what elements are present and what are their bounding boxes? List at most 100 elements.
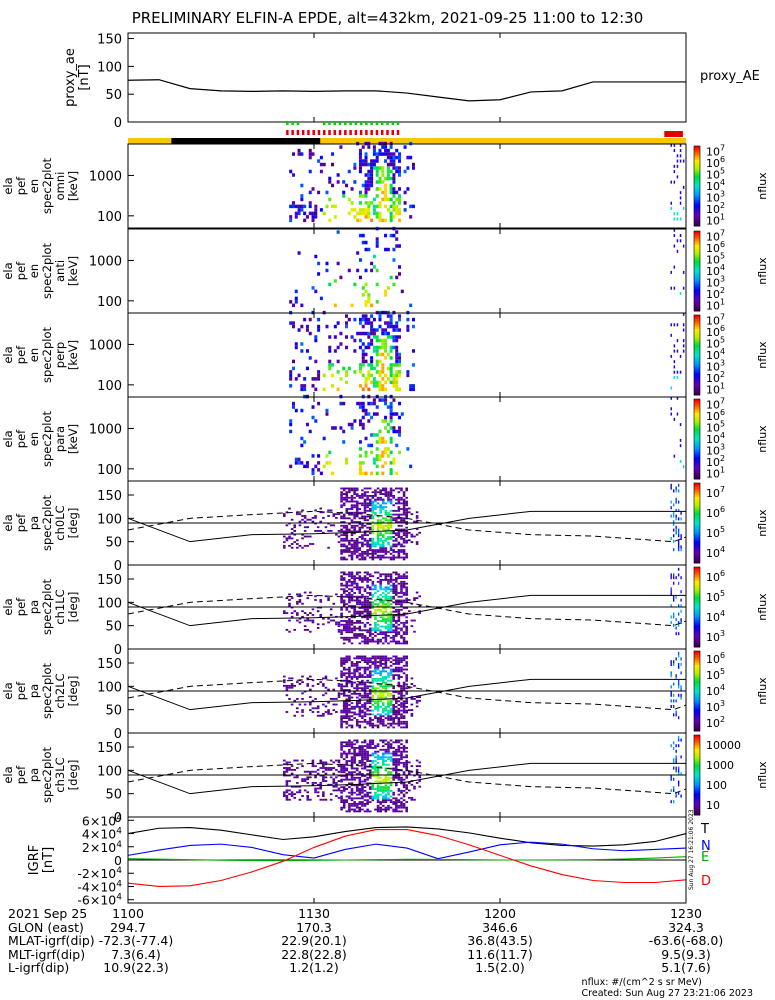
pitch-cell [379, 543, 382, 546]
spectrogram-cell [392, 152, 396, 156]
pitch-cell [319, 615, 323, 618]
pitch-cell [342, 788, 346, 790]
spectrogram-cell [347, 169, 351, 174]
pitch-cell [400, 489, 403, 492]
pitch-cell [392, 625, 395, 628]
pitch-cell [397, 754, 401, 757]
pitch-cell [309, 535, 312, 538]
pitch-cell [342, 526, 346, 529]
pitch-cell [350, 776, 354, 779]
spectrogram-cell [378, 380, 382, 385]
pitch-cell [376, 700, 380, 703]
colorbar-cell [694, 587, 700, 590]
panel-ylabel: ch2LC [53, 673, 67, 708]
pitch-cell [381, 541, 385, 544]
spectrogram-cell [398, 387, 402, 392]
pitch-cell [677, 542, 680, 546]
pitch-cell [361, 752, 364, 755]
spectrogram-cell [386, 148, 390, 153]
pitch-cell [355, 670, 359, 673]
pitch-cell [379, 679, 382, 682]
pitch-cell [371, 601, 375, 604]
pitch-cell [379, 554, 382, 557]
pitch-cell [368, 659, 372, 662]
pitch-cell [389, 707, 393, 710]
pitch-cell [366, 509, 369, 512]
pitch-cell [340, 534, 343, 537]
spectrogram-cell [682, 349, 685, 353]
spectrogram-cell [322, 387, 326, 392]
spectrogram-cell [370, 433, 374, 437]
colorbar-cell [694, 623, 700, 626]
pitch-cell [353, 760, 356, 762]
spectrogram-cell [389, 408, 393, 413]
proxy-ae-tick-label: 0 [114, 116, 122, 131]
pitch-cell [350, 797, 354, 800]
pitch-cell [353, 750, 356, 753]
pitch-cell [379, 657, 382, 660]
pitch-cell [366, 595, 369, 598]
pitch-cell [345, 709, 349, 712]
pitch-cell [400, 627, 403, 630]
pitch-cell [387, 793, 390, 796]
pitch-cell [402, 806, 406, 809]
pitch-cell [363, 530, 367, 533]
colorbar-cell [694, 475, 700, 478]
pitch-cell [381, 521, 385, 523]
pitch-cell [392, 519, 395, 522]
pitch-cell [392, 584, 395, 587]
colorbar-cell [694, 609, 700, 612]
pitch-cell [379, 489, 382, 492]
spectrogram-cell [353, 162, 357, 167]
pitch-cell [342, 692, 346, 695]
pitch-cell [366, 750, 369, 753]
spectrogram-cell [364, 201, 368, 205]
pitch-cell [672, 693, 675, 697]
spectrogram-cell [375, 433, 379, 437]
pitch-cell [355, 767, 359, 770]
pitch-cell [374, 760, 377, 762]
colorbar-cell [694, 184, 700, 187]
pitch-cell [371, 743, 375, 746]
pitch-cell [355, 506, 359, 509]
spectrogram-cell [367, 204, 371, 209]
pitch-cell [397, 683, 401, 686]
pitch-cell [379, 519, 382, 522]
pitch-cell [285, 798, 289, 801]
orbit-info-label: MLAT-igrf(dip) [8, 933, 95, 948]
pitch-cell [368, 717, 372, 719]
colorbar-cell [694, 801, 700, 804]
pitch-cell [368, 605, 372, 607]
pitch-cell [371, 593, 375, 596]
pitch-cell [405, 496, 408, 499]
pitch-cell [389, 610, 393, 613]
spectrogram-cell [673, 265, 676, 269]
pitch-cell [400, 750, 403, 753]
pitch-cell [371, 629, 375, 632]
pitch-cell [371, 696, 375, 699]
pitch-cell [348, 487, 351, 490]
pitch-cell [389, 661, 393, 663]
colorbar-tick-label: 106 [706, 240, 725, 255]
pitch-cell [303, 778, 307, 781]
pitch-cell [387, 702, 390, 705]
colorbar-cell [694, 363, 700, 366]
pitch-cell [345, 810, 349, 813]
pitch-cell [402, 556, 406, 559]
pitch-cell [392, 513, 395, 516]
spectrogram-cell [311, 468, 315, 472]
spectrogram-cell [384, 183, 388, 188]
spectrogram-cell [289, 300, 293, 304]
pitch-cell [350, 571, 354, 574]
colorbar-cell [694, 651, 700, 654]
pitch-cell [311, 684, 315, 687]
pitch-cell [402, 726, 406, 729]
pitch-cell [350, 773, 354, 775]
pitch-cell [392, 539, 395, 542]
pitch-cell [324, 772, 328, 775]
pitch-cell [415, 597, 419, 600]
colorbar-cell [694, 613, 700, 616]
pitch-cell [314, 776, 317, 779]
spectrogram-cell [384, 204, 388, 209]
pitch-cell [350, 620, 354, 622]
